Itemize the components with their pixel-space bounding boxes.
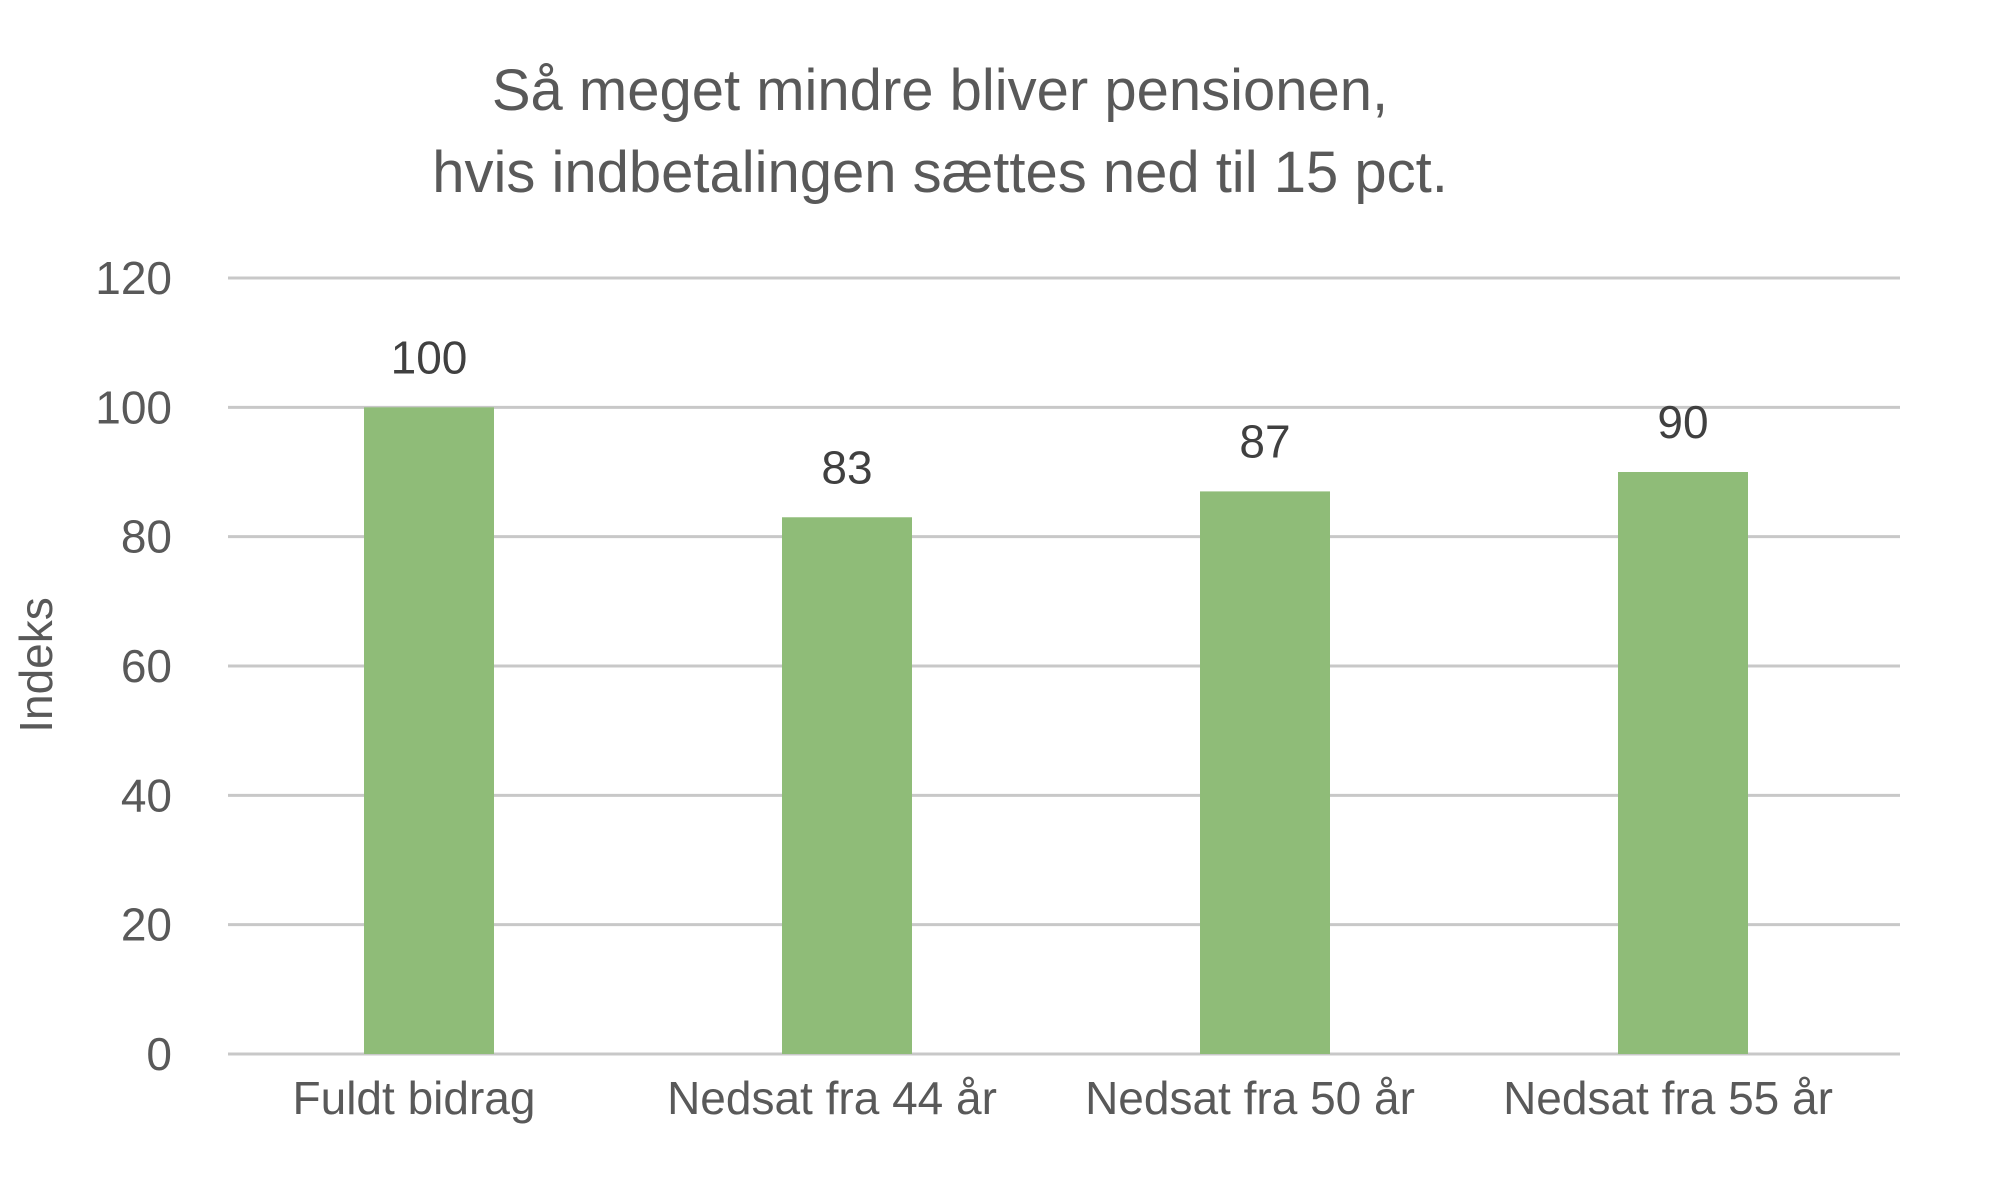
bar — [1200, 491, 1330, 1054]
x-category-label: Nedsat fra 50 år — [1085, 1072, 1415, 1124]
chart-subtitle: hvis indbetalingen sættes ned til 15 pct… — [432, 140, 1448, 205]
data-labels: 100 83 87 90 — [391, 331, 1709, 493]
y-tick-label: 80 — [121, 511, 172, 563]
bar — [1618, 472, 1748, 1054]
x-axis-categories: Fuldt bidrag Nedsat fra 44 år Nedsat fra 5… — [293, 1072, 1833, 1124]
data-label: 87 — [1239, 415, 1290, 467]
y-axis-title: Indeks — [10, 597, 62, 733]
y-tick-label: 40 — [121, 769, 172, 821]
data-label: 90 — [1657, 396, 1708, 448]
y-tick-label: 0 — [146, 1028, 172, 1080]
bars — [364, 407, 1748, 1054]
y-tick-label: 20 — [121, 899, 172, 951]
chart-title: Så meget mindre bliver pensionen, — [492, 58, 1388, 123]
bar — [364, 407, 494, 1054]
y-tick-label: 100 — [95, 381, 172, 433]
gridlines — [228, 276, 1900, 1056]
y-tick-label: 60 — [121, 640, 172, 692]
data-label: 83 — [821, 441, 872, 493]
x-category-label: Nedsat fra 55 år — [1503, 1072, 1833, 1124]
y-axis-ticks: 0 20 40 60 80 100 120 — [95, 252, 172, 1080]
data-label: 100 — [391, 331, 468, 383]
x-category-label: Fuldt bidrag — [293, 1072, 536, 1124]
bar — [782, 517, 912, 1054]
x-category-label: Nedsat fra 44 år — [667, 1072, 997, 1124]
y-tick-label: 120 — [95, 252, 172, 304]
